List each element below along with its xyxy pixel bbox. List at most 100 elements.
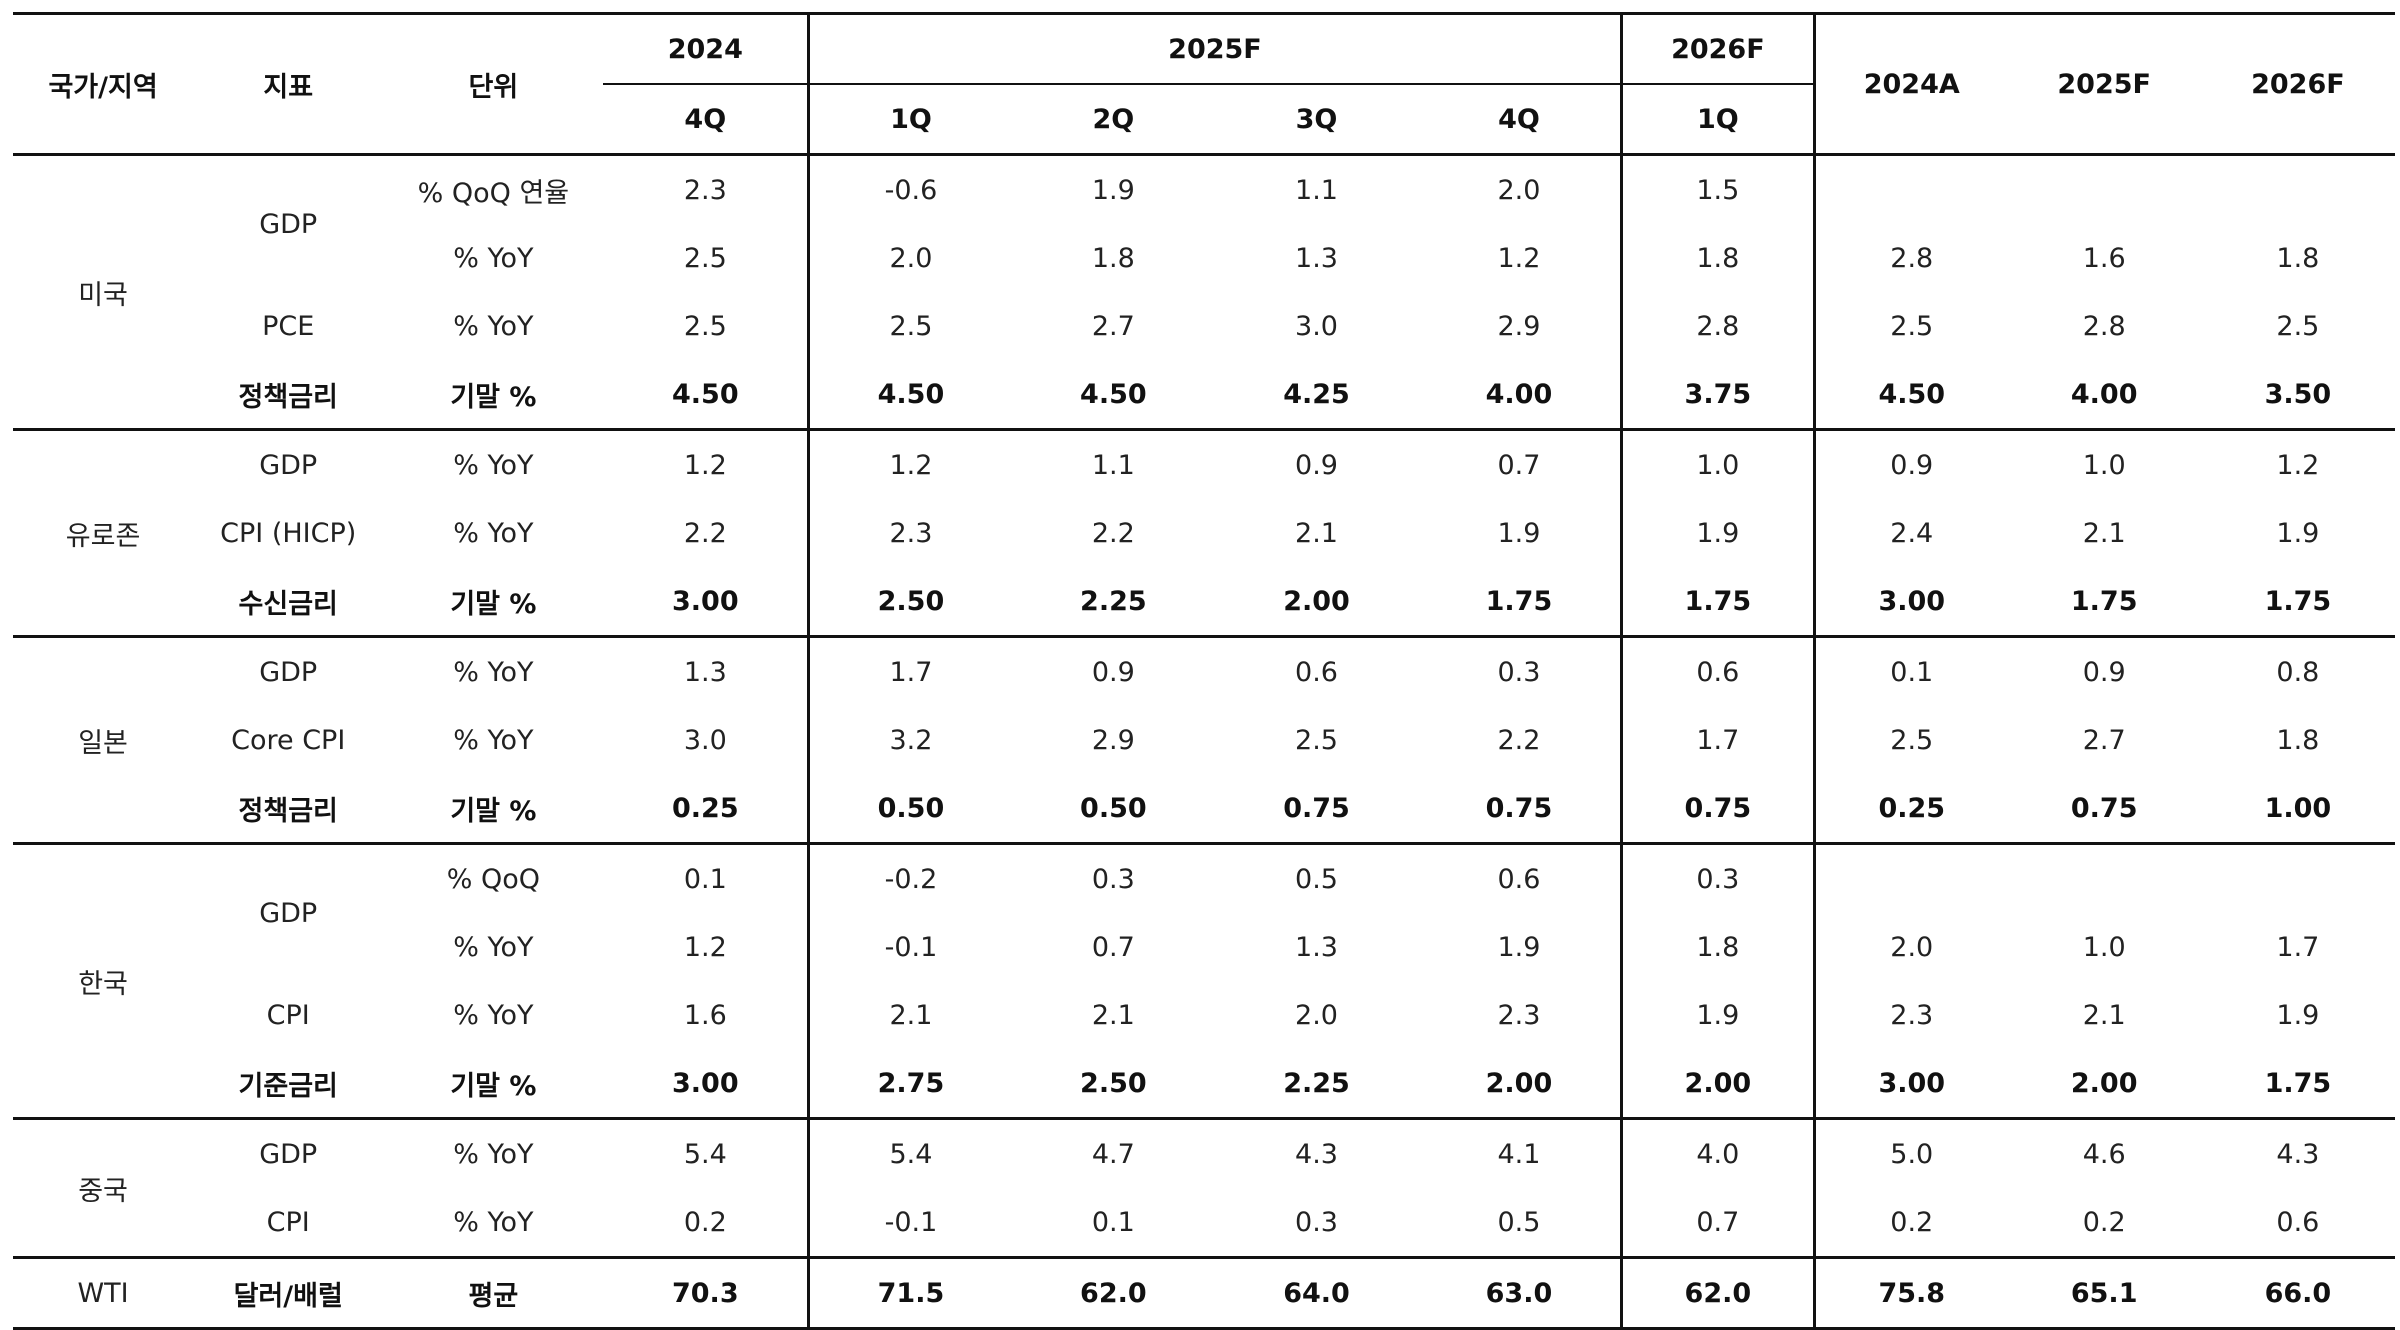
unit-cell: % YoY [453,242,534,274]
col-header-2025-1q: 1Q [807,84,1012,156]
value-cell: 2.00 [1619,1049,1815,1119]
indicator-cell: 정책금리 [238,795,338,827]
value-cell: 2.25 [1283,1067,1350,1099]
value-cell: 2.00 [1485,1067,1553,1099]
value-cell: 1.75 [2070,585,2138,617]
value-cell: 1.1 [1011,428,1215,499]
value-cell: 0.25 [1812,774,2008,844]
value-cell: 70.3 [603,1256,809,1330]
value-cell: 0.75 [1619,774,1815,844]
value-cell: 3.0 [683,724,727,756]
value-cell: 2.0 [1295,999,1338,1031]
value-cell: 1.5 [1619,153,1815,224]
header-row-years: 국가/지역 지표 단위 2024 2025F 2026F 2024A 2025F… [13,12,2395,156]
col-header-2026f: 2026F [1619,12,1815,85]
value-cell: 1.0 [1619,428,1815,499]
header-row-quarters: 4Q 1Q 2Q 3Q 4Q 1Q [13,84,2395,156]
value-cell: 1.0 [2007,428,2201,499]
unit-cell: 평균 [383,1256,604,1330]
value-cell: 0.2 [2082,1206,2126,1238]
value-cell: 2.1 [807,981,1012,1049]
value-cell [1812,842,2008,913]
value-cell: 4.50 [1812,360,2008,430]
economic-forecast-table: 국가/지역 지표 단위 2024 2025F 2026F 2024A 2025F… [13,12,2395,1330]
indicator-cell: CPI (HICP) [220,517,357,549]
region-label-japan: 일본 [13,635,194,844]
value-cell: 3.00 [671,585,739,617]
value-cell: 1.9 [1497,517,1541,549]
value-cell: 0.75 [1485,792,1553,824]
value-cell: 1.6 [683,999,727,1031]
value-cell: 63.0 [1418,1256,1622,1330]
value-cell: 2.25 [1080,585,1147,617]
value-cell: 62.0 [1619,1256,1815,1330]
table-row: 미국 GDP% QoQ 연율 2.3 -0.6 1.9 1.1 2.0 1.5 [13,153,2395,430]
value-cell: -0.1 [807,1188,1012,1258]
unit-cell: % YoY [453,1206,534,1238]
value-cell: 2.3 [1497,999,1541,1031]
value-cell: 1.8 [1619,224,1815,292]
value-cell: 1.9 [2276,999,2320,1031]
value-cell: 1.7 [2276,931,2320,963]
table-row: 일본 GDP% YoY 1.3 1.7 0.9 0.6 0.3 0.6 0.1 0.9 0.8 [13,635,2395,844]
value-cell: 64.0 [1214,1256,1419,1330]
value-cell: 1.3 [603,635,809,706]
value-cell [1812,153,2008,224]
indicator-cell: PCE [262,310,315,342]
value-cell: 2.3 [603,153,809,224]
col-header-2025-3q: 3Q [1214,84,1419,156]
value-cell: 1.9 [1619,981,1815,1049]
col-header-indicator: 지표 [193,12,384,156]
value-cell: 3.50 [2264,378,2332,410]
value-cell [2200,153,2395,224]
value-cell: 2.3 [807,499,1012,567]
value-cell: 2.5 [2276,310,2320,342]
value-cell: 65.1 [2007,1256,2201,1330]
value-cell: 2.00 [1283,585,1350,617]
value-cell: 1.8 [1091,242,1135,274]
value-cell: 4.3 [2200,1117,2395,1188]
value-cell: 0.50 [1080,792,1147,824]
region-label-eurozone: 유로존 [13,428,194,637]
value-cell [2007,842,2201,913]
unit-cell: 기말 % [450,1070,537,1102]
value-cell: 0.5 [1497,1206,1541,1238]
table-row: 중국 GDP% YoY 5.4 5.4 4.7 4.3 4.1 4.0 5.0 4.6 4.3 [13,1117,2395,1258]
value-cell: 1.2 [2200,428,2395,499]
value-cell: 3.00 [671,1067,739,1099]
value-cell: 0.9 [1812,428,2008,499]
value-cell: 0.6 [2276,1206,2320,1238]
table-row: CPI% YoY 1.6 2.1 2.1 2.0 2.3 1.9 2.3 2.1 1.9 [13,981,2395,1049]
value-cell: 1.9 [1011,153,1215,224]
region-label-china: 중국 [13,1117,194,1258]
value-cell: 1.2 [1497,242,1541,274]
value-cell: 2.1 [1295,517,1338,549]
table-row: CPI (HICP)% YoY 2.2 2.3 2.2 2.1 1.9 1.9 2.4 2.1 1… [13,499,2395,567]
value-cell: 2.1 [1091,999,1135,1031]
col-header-2025-2q: 2Q [1011,84,1215,156]
value-cell: 2.9 [1091,724,1135,756]
value-cell: 1.3 [1295,931,1338,963]
value-cell: 0.7 [1619,1188,1815,1258]
value-cell: 1.75 [2264,585,2332,617]
table-row: 기준금리 기말 % 3.00 2.75 2.50 2.25 2.00 2.00 3.00 2.00… [13,1049,2395,1119]
table-row: CPI% YoY 0.2 -0.1 0.1 0.3 0.5 0.7 0.2 0.2 0.6 [13,1188,2395,1258]
unit-cell: % YoY [453,310,534,342]
value-cell: 2.0 [1418,153,1622,224]
value-cell: -0.6 [807,153,1012,224]
value-cell: 1.9 [1497,931,1541,963]
value-cell: 71.5 [807,1256,1012,1330]
value-cell: 2.9 [1497,310,1541,342]
table-row: 유로존 GDP% YoY 1.2 1.2 1.1 0.9 0.7 1.0 0.9 1.0 1.2 [13,428,2395,637]
indicator-cell: GDP [193,1117,384,1188]
value-cell: 4.1 [1418,1117,1622,1188]
value-cell: 1.9 [1619,499,1815,567]
value-cell: 1.75 [1485,585,1553,617]
value-cell: 1.6 [2082,242,2126,274]
value-cell: 1.8 [2276,242,2320,274]
unit-cell: % QoQ 연율 [383,153,604,224]
value-cell: 1.8 [2276,724,2320,756]
value-cell: 1.75 [1619,567,1815,637]
value-cell: 0.6 [1418,842,1622,913]
value-cell: 1.2 [807,428,1012,499]
